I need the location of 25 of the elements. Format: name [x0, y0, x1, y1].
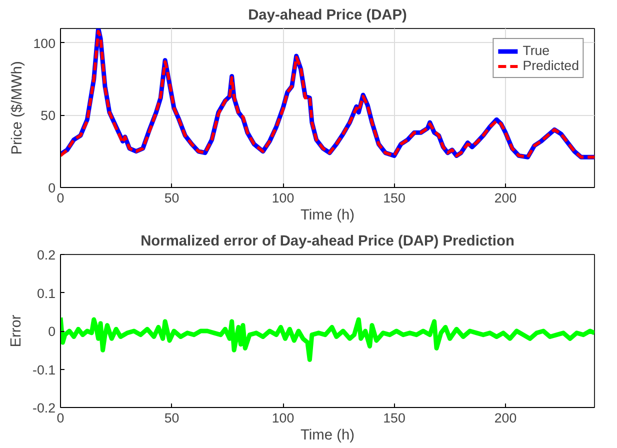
x-tick-label: 100 [272, 410, 294, 426]
chart-title: Day-ahead Price (DAP) [248, 8, 408, 24]
x-tick-label: 100 [272, 190, 294, 206]
y-tick-label: 0 [48, 324, 56, 339]
legend-label: Predicted [522, 58, 579, 73]
x-tick-label: 50 [164, 410, 180, 426]
x-tick-label: 200 [494, 410, 517, 426]
y-tick-label: 0.1 [36, 286, 56, 301]
chart-title: Normalized error of Day-ahead Price (DAP) Prediction [140, 234, 514, 250]
x-tick-label: 150 [383, 410, 406, 426]
line-series [60, 315, 594, 362]
y-tick-label: 0.2 [36, 248, 56, 262]
y-axis-title: Error [8, 314, 25, 348]
y-axis-title: Price ($/MWh) [9, 61, 26, 155]
x-axis-title: Time (h) [300, 208, 355, 224]
y-tick-label: 50 [40, 108, 56, 124]
x-tick-label: 50 [164, 190, 180, 206]
y-tick-label: 0 [48, 180, 56, 196]
x-axis-title: Time (h) [300, 428, 355, 444]
x-tick-label: 150 [383, 190, 406, 206]
y-tick-label: -0.2 [32, 400, 56, 416]
y-tick-label: -0.1 [32, 362, 56, 378]
legend-label: True [522, 43, 550, 58]
y-tick-label: 100 [33, 36, 56, 51]
x-tick-label: 200 [494, 190, 517, 206]
